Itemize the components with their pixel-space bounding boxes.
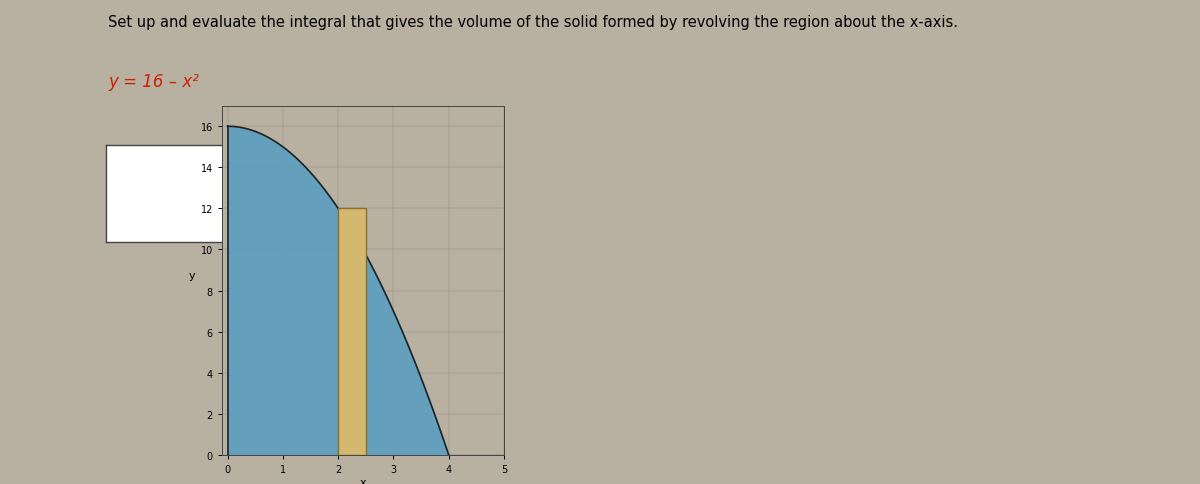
Y-axis label: y: y: [188, 271, 196, 281]
Bar: [338, 209, 366, 455]
Text: Set up and evaluate the integral that gives the volume of the solid formed by re: Set up and evaluate the integral that gi…: [108, 15, 958, 30]
Text: y = 16 – x²: y = 16 – x²: [108, 73, 199, 91]
X-axis label: x: x: [360, 477, 366, 484]
